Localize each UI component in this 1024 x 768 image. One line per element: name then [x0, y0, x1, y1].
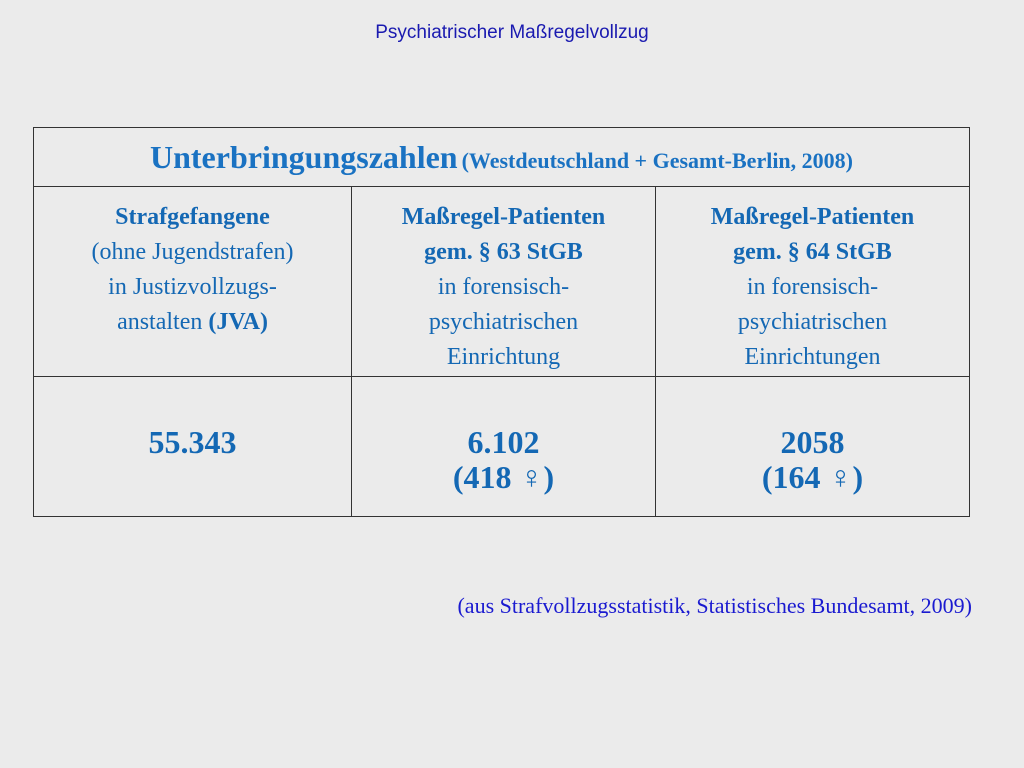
table-header-row: Strafgefangene (ohne Jugendstrafen) in J… [33, 186, 970, 377]
source-citation: (aus Strafvollzugsstatistik, Statistisch… [457, 593, 972, 618]
header-line: psychiatrischen [428, 309, 579, 335]
value-female-count: (164 ♀) [761, 459, 864, 495]
header-heading-line: gem. § 63 StGB [424, 239, 583, 265]
header-line: (ohne Jugendstrafen) [91, 239, 294, 265]
header-heading-line: Maßregel-Patienten [710, 204, 915, 230]
value-number: 55.343 [148, 424, 237, 460]
header-line-text: anstalten [117, 309, 209, 335]
table-title-cell: Unterbringungszahlen (Westdeutschland + … [33, 127, 970, 187]
header-heading-line: Strafgefangene [115, 204, 270, 230]
value-cell-prisoners: 55.343 [33, 376, 352, 517]
header-line: Einrichtungen [744, 344, 881, 370]
statistics-table: Unterbringungszahlen (Westdeutschland + … [33, 127, 970, 517]
table-subtitle: (Westdeutschland + Gesamt-Berlin, 2008) [461, 148, 853, 173]
header-line: Einrichtung [446, 344, 561, 370]
value-number: 6.102 [467, 424, 540, 460]
column-header-prisoners: Strafgefangene (ohne Jugendstrafen) in J… [33, 186, 352, 377]
header-line: in forensisch- [746, 274, 879, 300]
header-line: in forensisch- [437, 274, 570, 300]
table-value-row: 55.343 6.102 (418 ♀) 2058 (164 ♀) [33, 376, 970, 517]
value-cell-paragraph-63: 6.102 (418 ♀) [351, 376, 656, 517]
value-cell-paragraph-64: 2058 (164 ♀) [655, 376, 970, 517]
table-title: Unterbringungszahlen [149, 139, 458, 175]
header-line: in Justizvollzugs- [108, 274, 277, 300]
column-header-paragraph-64: Maßregel-Patienten gem. § 64 StGB in for… [655, 186, 970, 377]
slide-title: Psychiatrischer Maßregelvollzug [375, 22, 649, 43]
table-title-row: Unterbringungszahlen (Westdeutschland + … [33, 127, 970, 187]
header-line: anstalten (JVA) [34, 305, 351, 340]
value-number: 2058 [780, 424, 845, 460]
header-heading-line: gem. § 64 StGB [733, 239, 892, 265]
column-header-paragraph-63: Maßregel-Patienten gem. § 63 StGB in for… [351, 186, 656, 377]
header-heading-line: Maßregel-Patienten [401, 204, 606, 230]
header-line: psychiatrischen [737, 309, 888, 335]
header-jva-abbrev: (JVA) [208, 309, 268, 335]
value-female-count: (418 ♀) [452, 459, 555, 495]
